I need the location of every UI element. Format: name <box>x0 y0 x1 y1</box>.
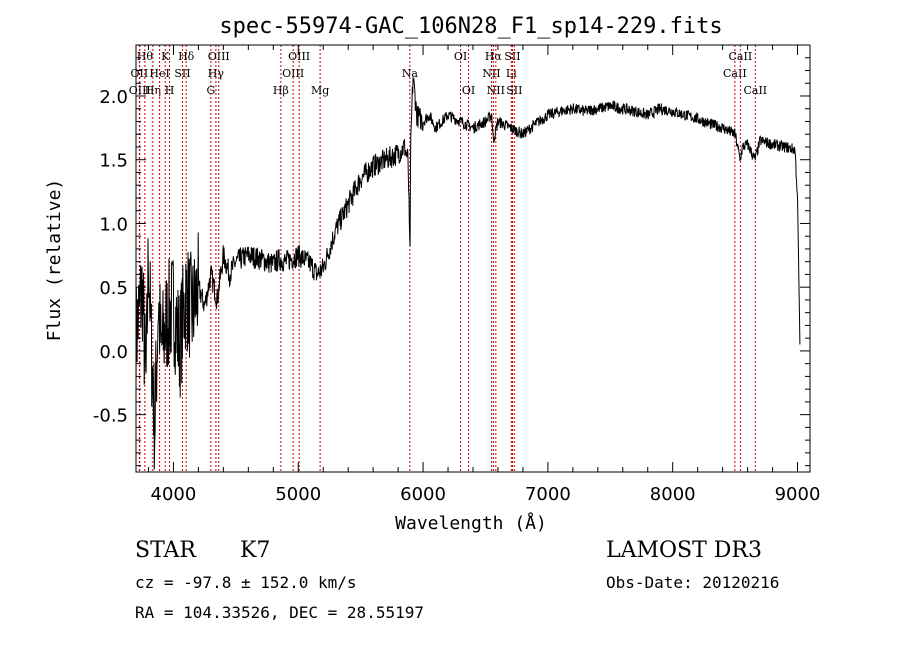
y-tick-label: 1.5 <box>99 151 128 172</box>
spectral-line-label: Li <box>506 67 517 80</box>
spectral-line-label: Na <box>402 67 419 80</box>
spectral-line-label: Hβ <box>273 84 289 97</box>
coordinates: RA = 104.33526, DEC = 28.55197 <box>135 603 424 622</box>
spectral-line-label: OI <box>454 50 467 63</box>
spectral-line-label: SII <box>504 50 520 63</box>
spectral-line-label: H <box>165 84 175 97</box>
spectral-line-label: K <box>161 50 170 63</box>
spectral-line-label: CaII <box>723 67 747 80</box>
spectral-line-label: OIII <box>129 84 151 97</box>
x-axis-label: Wavelength (Å) <box>395 512 547 534</box>
x-tick-label: 7000 <box>525 484 571 505</box>
spectral-line-label: OIII <box>208 50 230 63</box>
spectral-line-label: Hθ <box>137 50 154 63</box>
x-tick-label: 9000 <box>775 484 821 505</box>
x-tick-label: 6000 <box>400 484 446 505</box>
spectral-line-label: CaII <box>729 50 753 63</box>
spectral-line-label: Hδ <box>178 50 195 63</box>
spectral-line-label: NII <box>482 67 500 80</box>
redshift-velocity: cz = -97.8 ± 152.0 km/s <box>135 573 357 592</box>
spectral-line-label: OIII <box>282 67 304 80</box>
x-tick-label: 8000 <box>650 484 696 505</box>
y-tick-label: 2.0 <box>99 87 128 108</box>
spectral-line-label: OIII <box>288 50 310 63</box>
spectral-line-label: CaII <box>743 84 767 97</box>
spectral-line-label: Hγ <box>208 67 225 80</box>
chart-title: spec-55974-GAC_106N28_F1_sp14-229.fits <box>219 14 722 39</box>
spectral-line-label: G <box>206 84 215 97</box>
object-class: STAR <box>135 538 196 563</box>
spectral-line-label: NII <box>487 84 505 97</box>
spectral-line-label: SII <box>506 84 522 97</box>
plot-frame <box>135 44 811 473</box>
x-tick-label: 4000 <box>151 484 197 505</box>
x-tick-label: 5000 <box>275 484 321 505</box>
spectral-line-label: SII <box>174 67 190 80</box>
object-subclass: K7 <box>240 538 271 563</box>
observation-date: Obs-Date: 20120216 <box>606 573 780 592</box>
spectral-line-label: Hη <box>145 84 161 97</box>
spectral-line-label: HeI <box>149 67 169 80</box>
y-axis-label: Flux (relative) <box>44 179 65 342</box>
spectrum-trace <box>135 77 801 470</box>
survey-name: LAMOST DR3 <box>606 538 762 563</box>
y-tick-label: 0.5 <box>99 278 128 299</box>
y-tick-label: 1.0 <box>99 214 128 235</box>
y-tick-label: -0.5 <box>93 406 128 427</box>
y-tick-label: 0.0 <box>99 342 128 363</box>
spectral-line-label: Mg <box>311 84 329 97</box>
spectral-line-label: Hα <box>485 50 503 63</box>
spectral-line-label: OI <box>462 84 475 97</box>
